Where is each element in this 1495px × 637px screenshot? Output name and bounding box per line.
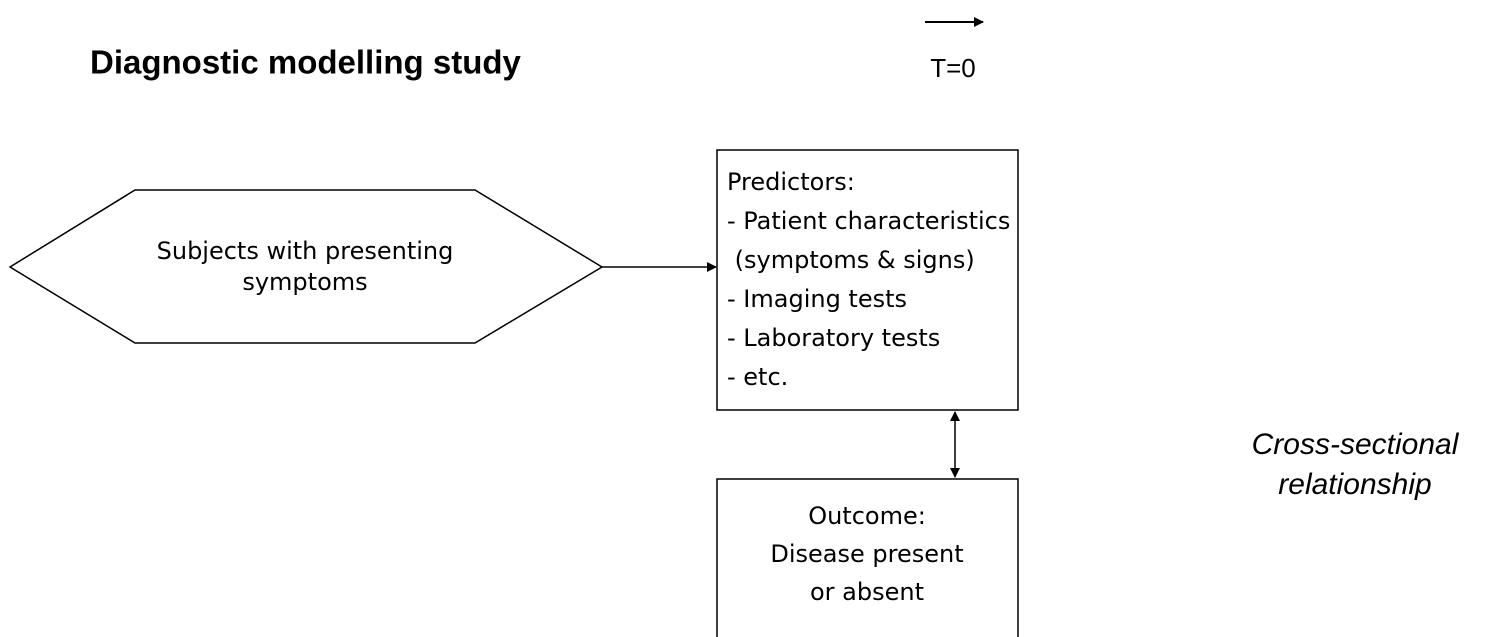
node-text: Subjects with presenting — [157, 237, 454, 265]
node-text: symptoms — [242, 268, 367, 296]
predictors-box — [716, 149, 1019, 411]
node-text: - Laboratory tests — [727, 324, 940, 352]
node-text: - Patient characteristics — [727, 207, 1010, 235]
relationship-text: relationship — [1278, 468, 1431, 501]
node-text: - Imaging tests — [727, 285, 907, 313]
node-text: or absent — [810, 578, 924, 606]
subjects-hexagon — [8, 189, 604, 344]
node-text: (symptoms & signs) — [727, 246, 975, 274]
node-text: Outcome: — [808, 502, 926, 530]
relationship-text: Cross-sectional — [1252, 428, 1460, 461]
outcome-box — [716, 478, 1019, 637]
node-text: Disease present — [770, 540, 963, 568]
time-label: T=0 — [930, 53, 976, 83]
node-text: - etc. — [727, 363, 788, 391]
node-text: Predictors: — [727, 168, 855, 196]
title: Diagnostic modelling study — [90, 44, 522, 81]
